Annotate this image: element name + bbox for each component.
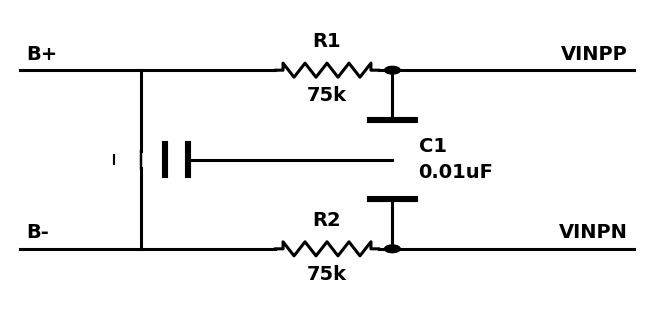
Text: B-: B- <box>26 223 49 242</box>
Text: R1: R1 <box>313 32 341 51</box>
Text: 75k: 75k <box>307 86 347 105</box>
Text: 0.01uF: 0.01uF <box>419 163 493 182</box>
Circle shape <box>385 245 400 253</box>
Text: VINPN: VINPN <box>559 223 628 242</box>
Text: B+: B+ <box>26 45 58 64</box>
Circle shape <box>385 66 400 74</box>
Text: 75k: 75k <box>307 265 347 284</box>
Text: R2: R2 <box>313 211 341 230</box>
Text: C1: C1 <box>419 137 447 156</box>
Text: VINPP: VINPP <box>561 45 628 64</box>
